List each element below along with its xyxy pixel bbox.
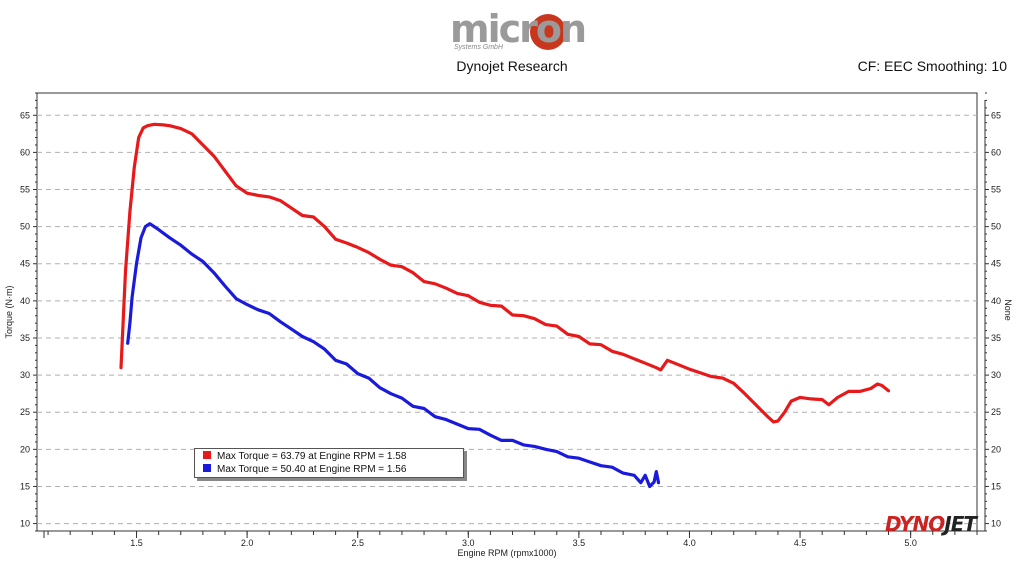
y-right-tick-label: 25 — [991, 407, 1001, 417]
y-right-tick-label: 60 — [991, 147, 1001, 157]
y-axis-left: 10 15 20 25 30 35 40 45 50 55 60 65 — [20, 92, 37, 532]
y-tick-label: 20 — [20, 444, 30, 454]
y-tick-label: 40 — [20, 296, 30, 306]
y-right-tick-label: 10 — [991, 519, 1001, 529]
series-line-0 — [119, 122, 891, 424]
x-axis: 1.5 2.0 2.5 3.0 3.5 4.0 4.5 5.0 — [43, 530, 985, 548]
legend-label: Max Torque = 50.40 at Engine RPM = 1.56 — [217, 464, 407, 475]
chart-subtitle: Dynojet Research — [456, 58, 568, 74]
y-right-tick-label: 30 — [991, 370, 1001, 380]
y-right-tick-label: 55 — [991, 185, 1001, 195]
y-tick-label: 65 — [20, 110, 30, 120]
x-tick-label: 5.0 — [904, 538, 917, 548]
dynojet-watermark: DYNOJET — [884, 512, 977, 536]
y-axis-right: 10 15 20 25 30 35 40 45 50 55 60 65 — [985, 92, 1001, 532]
y-right-tick-label: 65 — [991, 110, 1001, 120]
x-tick-label: 3.5 — [573, 538, 586, 548]
y-right-tick-label: 50 — [991, 222, 1001, 232]
y-tick-label: 10 — [20, 519, 30, 529]
y-right-tick-label: 20 — [991, 444, 1001, 454]
grid-lines — [37, 114, 977, 525]
legend-entry: Max Torque = 63.79 at Engine RPM = 1.58 — [203, 450, 406, 463]
x-tick-label: 2.5 — [351, 538, 364, 548]
y-tick-label: 50 — [20, 222, 30, 232]
y-tick-label: 45 — [20, 259, 30, 269]
y-axis-right-title: None — [1003, 299, 1013, 321]
logo-accent-circle — [530, 14, 566, 50]
y-tick-label: 55 — [20, 185, 30, 195]
x-tick-label: 2.0 — [241, 538, 254, 548]
series-line-1 — [126, 222, 661, 489]
x-tick-label: 1.5 — [130, 538, 143, 548]
smoothing-info: CF: EEC Smoothing: 10 — [857, 58, 1007, 74]
x-tick-label: 4.5 — [794, 538, 807, 548]
series-layer — [119, 122, 891, 489]
logo-subtext: Systems GmbH — [454, 44, 504, 51]
micron-logo: micron Systems GmbH — [446, 6, 587, 56]
watermark-part2: JET — [944, 512, 977, 536]
y-tick-label: 25 — [20, 407, 30, 417]
logo-text: micron — [450, 7, 587, 51]
chart-legend: Max Torque = 63.79 at Engine RPM = 1.58 … — [194, 448, 464, 478]
legend-swatch-red — [203, 451, 211, 459]
y-tick-label: 15 — [20, 481, 30, 491]
y-tick-label: 30 — [20, 370, 30, 380]
x-tick-label: 4.0 — [683, 538, 696, 548]
watermark-part1: DYNO — [884, 512, 945, 536]
y-axis-title: Torque (N·m) — [4, 285, 14, 338]
y-right-tick-label: 40 — [991, 296, 1001, 306]
legend-entry: Max Torque = 50.40 at Engine RPM = 1.56 — [203, 463, 406, 476]
y-right-tick-label: 15 — [991, 481, 1001, 491]
legend-label: Max Torque = 63.79 at Engine RPM = 1.58 — [217, 451, 407, 462]
y-tick-label: 35 — [20, 333, 30, 343]
x-axis-title: Engine RPM (rpmx1000) — [457, 548, 556, 558]
legend-swatch-blue — [203, 464, 211, 472]
x-tick-label: 3.0 — [462, 538, 475, 548]
y-right-tick-label: 35 — [991, 333, 1001, 343]
y-tick-label: 60 — [20, 147, 30, 157]
y-right-tick-label: 45 — [991, 259, 1001, 269]
